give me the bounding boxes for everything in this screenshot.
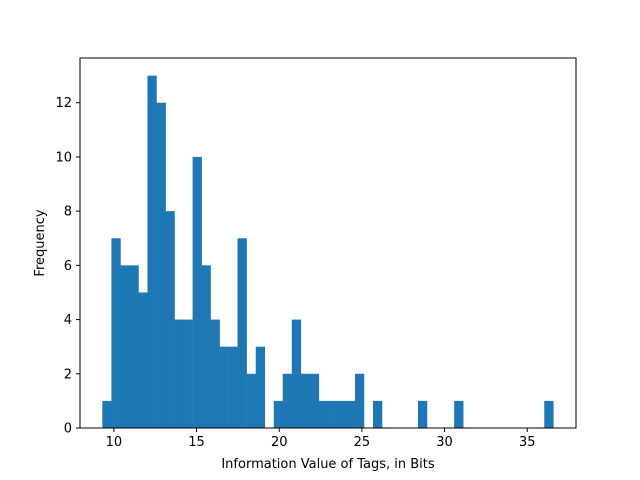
histogram-bar — [147, 75, 157, 428]
histogram-bar — [120, 265, 130, 428]
histogram-bar — [111, 238, 121, 428]
histogram-bar — [237, 238, 247, 428]
histogram-bar — [210, 319, 220, 428]
axes-layer: 10 15 20 25 30 35 0 2 4 6 8 10 12 — [55, 57, 577, 450]
x-tick-label: 15 — [188, 435, 205, 450]
histogram-bar — [102, 400, 112, 428]
y-tick-label: 8 — [64, 205, 72, 220]
histogram-bar — [201, 265, 211, 428]
x-tick-label: 20 — [271, 435, 288, 450]
y-tick-label: 2 — [64, 367, 72, 382]
x-tick-label: 25 — [354, 435, 371, 450]
histogram-bar — [354, 373, 365, 428]
histogram-bar — [544, 400, 554, 428]
histogram-bar — [417, 400, 428, 428]
histogram-bar — [246, 373, 256, 428]
histogram-bar — [192, 156, 202, 428]
histogram-bar — [183, 319, 193, 428]
histogram-bar — [309, 373, 320, 428]
histogram-bar — [454, 400, 464, 428]
histogram-bar — [138, 292, 148, 428]
x-tick-label: 35 — [519, 435, 536, 450]
histogram-bar — [129, 265, 139, 428]
bars-layer — [102, 75, 554, 428]
histogram-bar — [318, 400, 329, 428]
histogram-bar — [291, 319, 302, 428]
x-tick-label: 10 — [106, 435, 123, 450]
histogram-bar — [345, 400, 356, 428]
histogram-bar — [174, 319, 184, 428]
y-tick-label: 10 — [55, 150, 72, 165]
plot-frame — [79, 57, 577, 429]
y-tick-label: 4 — [64, 313, 72, 328]
y-tick-label: 0 — [64, 422, 72, 437]
x-axis-title: Information Value of Tags, in Bits — [221, 457, 435, 472]
histogram-bar — [255, 346, 266, 428]
histogram-bar — [282, 373, 293, 428]
histogram-bar — [372, 400, 383, 428]
histogram-bar — [165, 211, 175, 428]
histogram-bar — [273, 400, 284, 428]
histogram-bar — [156, 102, 166, 428]
y-tick-label: 12 — [55, 96, 72, 111]
histogram-bar — [300, 373, 311, 428]
y-axis-title: Frequency — [33, 209, 48, 276]
histogram-bar — [219, 346, 229, 428]
x-tick-label: 30 — [436, 435, 453, 450]
histogram-bar — [336, 400, 347, 428]
histogram-bar — [327, 400, 338, 428]
y-tick-label: 6 — [64, 259, 72, 274]
histogram-bar — [228, 346, 238, 428]
